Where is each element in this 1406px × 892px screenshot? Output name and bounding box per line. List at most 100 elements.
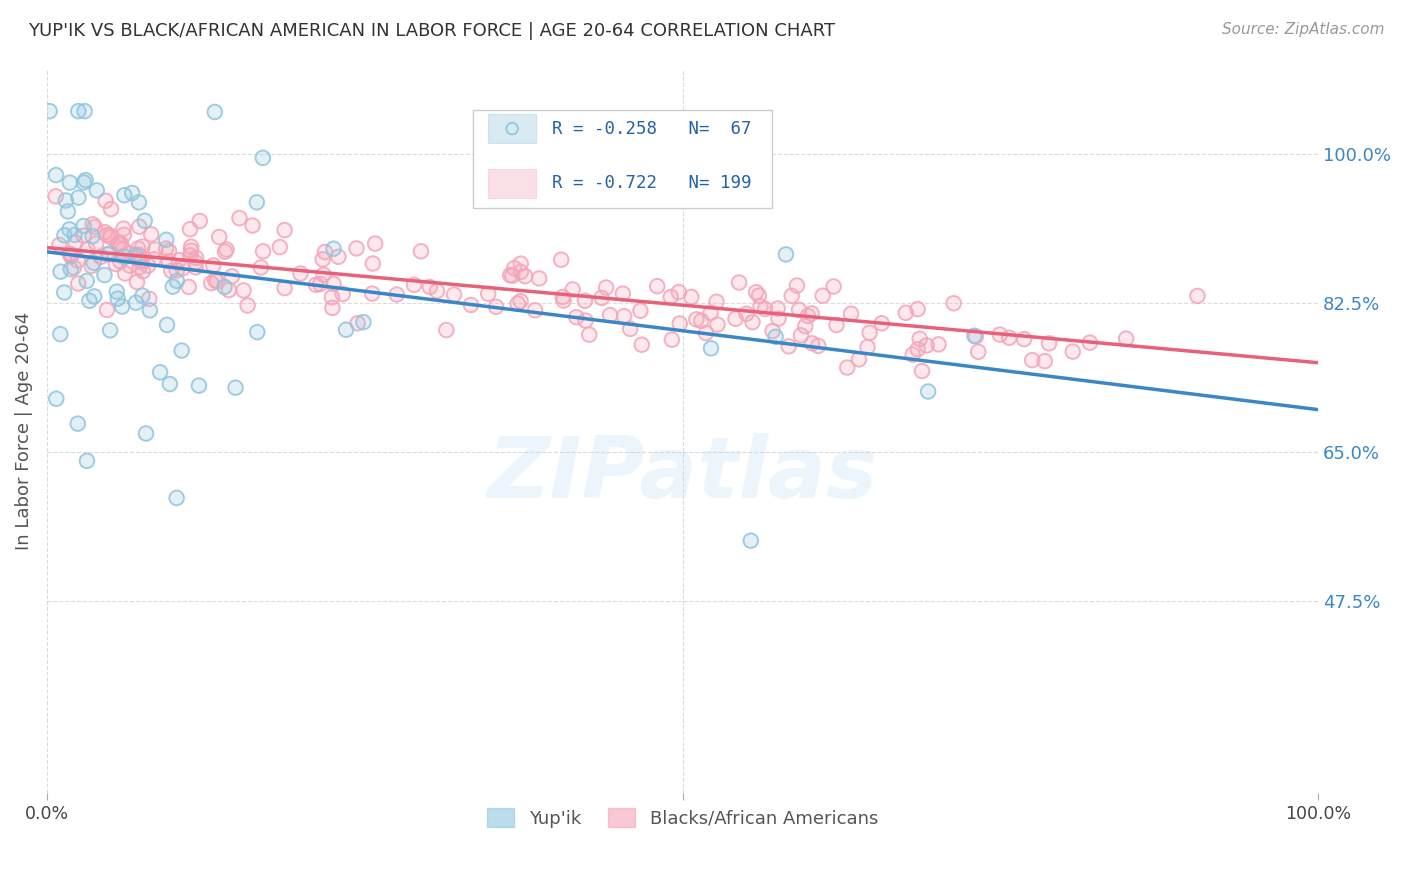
Point	[131, 288, 153, 302]
Point	[509, 265, 531, 279]
Point	[553, 293, 575, 308]
Point	[228, 211, 250, 226]
Point	[214, 280, 236, 294]
Point	[66, 417, 89, 431]
Point	[136, 259, 159, 273]
Point	[143, 243, 166, 257]
Point	[160, 264, 183, 278]
Point	[112, 227, 135, 242]
Point	[659, 290, 682, 304]
Point	[917, 384, 939, 399]
Point	[107, 236, 129, 251]
Point	[186, 251, 208, 265]
Point	[156, 318, 179, 332]
Point	[131, 288, 153, 302]
Point	[79, 293, 101, 308]
Point	[179, 248, 201, 262]
Point	[82, 229, 104, 244]
Point	[321, 290, 343, 304]
Point	[200, 276, 222, 290]
Point	[322, 277, 344, 291]
Point	[754, 301, 776, 316]
Point	[335, 323, 357, 337]
Point	[118, 259, 141, 273]
Point	[823, 279, 845, 293]
Point	[823, 279, 845, 293]
Point	[49, 265, 72, 279]
Point	[807, 339, 830, 353]
Point	[404, 277, 426, 292]
Point	[728, 276, 751, 290]
Point	[681, 290, 703, 304]
Point	[83, 256, 105, 270]
Point	[595, 280, 617, 294]
Point	[332, 287, 354, 301]
Point	[205, 275, 228, 289]
Point	[314, 245, 336, 260]
Point	[149, 365, 172, 379]
Point	[578, 327, 600, 342]
Point	[67, 191, 90, 205]
Point	[901, 347, 924, 361]
Point	[1062, 344, 1084, 359]
Point	[312, 268, 335, 282]
Point	[215, 243, 238, 257]
Point	[73, 176, 96, 190]
Point	[49, 265, 72, 279]
Point	[177, 280, 200, 294]
Point	[214, 244, 236, 259]
Point	[965, 329, 987, 343]
Point	[179, 222, 201, 236]
Point	[963, 328, 986, 343]
Point	[96, 227, 118, 242]
Point	[741, 315, 763, 329]
Point	[908, 332, 931, 346]
Point	[856, 340, 879, 354]
Point	[942, 296, 965, 310]
Point	[72, 219, 94, 233]
Text: R = -0.258   N=  67: R = -0.258 N= 67	[551, 120, 751, 137]
Point	[167, 253, 190, 268]
Point	[53, 228, 76, 243]
Point	[699, 306, 721, 320]
Point	[179, 222, 201, 236]
Point	[748, 288, 770, 302]
Point	[1115, 332, 1137, 346]
Point	[553, 293, 575, 308]
Point	[162, 279, 184, 293]
Point	[125, 275, 148, 289]
Point	[242, 219, 264, 233]
Point	[53, 285, 76, 300]
Point	[96, 302, 118, 317]
Point	[59, 262, 82, 277]
Point	[134, 213, 156, 227]
Point	[187, 378, 209, 392]
Point	[695, 326, 717, 340]
Point	[55, 194, 77, 208]
Point	[138, 292, 160, 306]
Point	[685, 312, 707, 326]
Point	[138, 292, 160, 306]
Point	[157, 254, 180, 268]
Point	[63, 260, 86, 275]
Point	[837, 360, 859, 375]
Point	[1062, 344, 1084, 359]
Point	[118, 246, 141, 260]
Point	[551, 290, 574, 304]
Point	[132, 264, 155, 278]
Point	[745, 285, 768, 300]
Point	[131, 239, 153, 253]
Point	[232, 284, 254, 298]
Point	[612, 286, 634, 301]
Point	[927, 337, 949, 351]
Point	[1187, 289, 1209, 303]
Point	[778, 339, 800, 353]
Point	[740, 533, 762, 548]
Point	[778, 339, 800, 353]
Point	[513, 269, 536, 284]
Point	[426, 284, 449, 298]
Point	[141, 227, 163, 242]
Point	[72, 219, 94, 233]
Point	[208, 230, 231, 244]
Point	[273, 281, 295, 295]
